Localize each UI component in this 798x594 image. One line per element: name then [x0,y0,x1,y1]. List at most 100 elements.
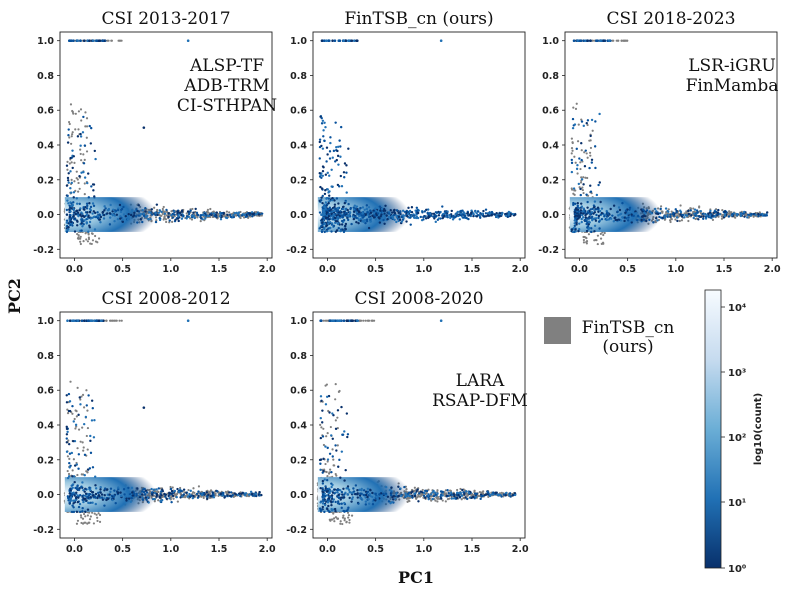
blue-point [446,215,449,219]
gray-point [583,151,586,154]
gray-point [86,426,90,430]
blue-point [221,491,224,495]
blue-point [757,214,760,218]
blue-point [661,216,665,219]
blue-point [594,166,597,170]
gray-point [90,242,93,246]
blue-point [142,126,146,129]
blue-point [330,185,333,188]
blue-point [133,211,136,215]
blue-point [68,400,72,403]
blue-point [589,190,593,193]
gray-point [79,237,82,240]
gray-point [588,151,592,154]
blue-point [67,499,70,502]
blue-point [329,141,332,145]
blue-point [361,206,365,209]
blue-point [232,213,235,217]
blue-point [332,224,336,228]
blue-point [158,496,161,499]
blue-point [589,39,592,42]
blue-point [135,492,138,496]
blue-point [178,211,182,215]
blue-point [382,209,385,213]
gray-point [729,212,732,215]
blue-point [240,214,244,217]
blue-point [570,158,573,162]
blue-point [595,193,599,197]
panel-title: CSI 2008-2020 [354,289,483,309]
x-tick-label: 0.5 [114,264,131,275]
gray-point [81,426,84,429]
blue-point [325,211,329,214]
gray-point [88,521,91,524]
blue-point [160,494,163,497]
blue-point [71,149,74,152]
y-tick-label: 0.0 [37,490,54,501]
gray-point [176,500,179,503]
blue-point [112,208,115,212]
blue-point [580,202,583,205]
blue-point [582,207,585,210]
gray-point [586,176,589,180]
blue-point [130,496,133,500]
blue-point [645,219,648,223]
blue-point [343,201,347,205]
gray-point [165,214,168,217]
gray-point [171,220,174,223]
blue-point [588,215,591,218]
blue-point [361,211,364,214]
blue-point [580,178,584,181]
blue-point [605,218,608,222]
gray-point [66,168,69,171]
y-tick-label: 0.2 [37,455,54,466]
blue-point [583,164,587,168]
blue-point [710,213,713,216]
blue-point [697,218,700,221]
gray-point [68,136,71,139]
blue-point [493,213,496,216]
blue-point [383,214,386,218]
gray-point [161,207,164,211]
blue-point [244,492,248,495]
panel-annotation: CI-STHPAN [177,96,277,116]
blue-point [320,176,323,180]
blue-point [85,221,88,224]
blue-point [186,495,189,498]
blue-point [593,210,597,214]
blue-point [134,215,138,218]
blue-point [158,216,161,220]
blue-point [337,226,340,230]
blue-point [139,218,142,221]
blue-point [135,208,138,211]
blue-point [603,215,606,218]
blue-point [585,193,588,196]
blue-point [716,211,720,214]
blue-point [158,209,162,212]
blue-point [83,144,87,147]
blue-point [320,218,324,221]
blue-point [88,226,92,229]
blue-point [84,494,87,498]
blue-point [420,218,424,222]
blue-point [145,491,149,494]
blue-point [190,214,194,217]
blue-point [669,213,672,216]
gray-point [162,205,165,209]
blue-point [260,493,263,497]
gray-point [721,209,724,212]
blue-point [142,212,146,215]
blue-point [90,399,94,402]
blue-point [164,495,167,498]
blue-point [640,218,643,222]
gray-point [156,490,159,493]
gray-point [165,220,168,224]
blue-point [76,485,79,488]
blue-point [735,214,739,217]
x-tick-label: 1.0 [162,264,179,275]
blue-point [457,214,460,218]
blue-point [68,409,72,413]
x-tick-label: 2.0 [512,264,529,275]
blue-point [342,205,345,208]
blue-point [598,39,602,42]
